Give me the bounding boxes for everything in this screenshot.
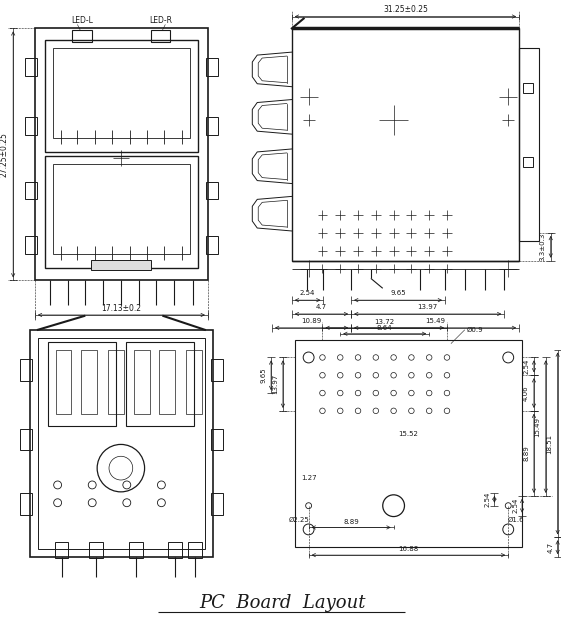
Bar [38,337,205,549]
Text: 8.64: 8.64 [377,325,392,331]
Bar [206,117,217,135]
Text: 13.97: 13.97 [272,374,278,394]
Text: 2.54: 2.54 [523,359,529,374]
Bar [25,58,37,76]
Bar [108,349,124,414]
Bar [129,542,143,558]
Text: 13.97: 13.97 [418,304,438,310]
Bar [30,330,213,557]
Bar [206,182,217,199]
Text: 4.7: 4.7 [548,541,554,553]
Bar [186,349,202,414]
Text: 2.54: 2.54 [512,498,518,513]
Text: Ø2.25: Ø2.25 [288,516,309,523]
Bar [91,260,151,270]
Bar [25,236,37,254]
Bar [295,340,522,547]
Bar [89,542,103,558]
Bar [56,349,71,414]
Text: 4.7: 4.7 [316,304,327,310]
Text: 9.65: 9.65 [390,290,406,296]
Bar [168,542,182,558]
Text: 2.54: 2.54 [300,290,315,296]
Text: 15.52: 15.52 [398,431,418,436]
Text: 15.49: 15.49 [425,318,445,324]
Bar [20,359,32,381]
Text: 13.72: 13.72 [375,319,395,325]
Bar [53,48,190,138]
Text: 10.89: 10.89 [301,318,321,324]
Bar [53,164,190,254]
Bar [20,429,32,450]
Text: 8.89: 8.89 [343,518,359,525]
Bar [211,359,223,381]
Bar [134,349,149,414]
Text: 18.51: 18.51 [546,433,552,453]
Bar [72,31,92,42]
Bar [25,117,37,135]
Text: 4.06: 4.06 [523,385,529,401]
Bar [519,48,539,241]
Text: 9.65: 9.65 [260,367,266,383]
Bar [292,28,519,260]
Bar [188,542,202,558]
Bar [126,342,194,426]
Bar [151,31,170,42]
Bar [48,342,116,426]
Bar [81,349,97,414]
Text: Ø1.6: Ø1.6 [508,516,524,523]
Text: LED-R: LED-R [149,16,172,25]
Bar [160,349,175,414]
Text: 17.13±0.2: 17.13±0.2 [101,304,142,312]
Text: 27.25±0.25: 27.25±0.25 [0,132,9,177]
Text: LED-L: LED-L [71,16,93,25]
Text: 16.88: 16.88 [398,546,419,552]
Text: 1.27: 1.27 [301,475,316,481]
Bar [523,157,533,167]
Text: 8.89: 8.89 [523,446,529,461]
Bar [35,28,208,280]
Bar [523,83,533,93]
Bar [211,493,223,515]
Bar [20,493,32,515]
Text: Ø0.9: Ø0.9 [466,327,483,333]
Bar [206,58,217,76]
Text: 2.54: 2.54 [484,491,491,507]
Bar [45,40,198,152]
Text: PC  Board  Layout: PC Board Layout [200,593,366,612]
Bar [45,156,198,267]
Bar [55,542,69,558]
Text: 31.25±0.25: 31.25±0.25 [383,5,428,14]
Text: 3.3±0.3: 3.3±0.3 [540,233,546,261]
Bar [211,429,223,450]
Bar [206,236,217,254]
Text: 15.49: 15.49 [534,417,540,437]
Bar [25,182,37,199]
